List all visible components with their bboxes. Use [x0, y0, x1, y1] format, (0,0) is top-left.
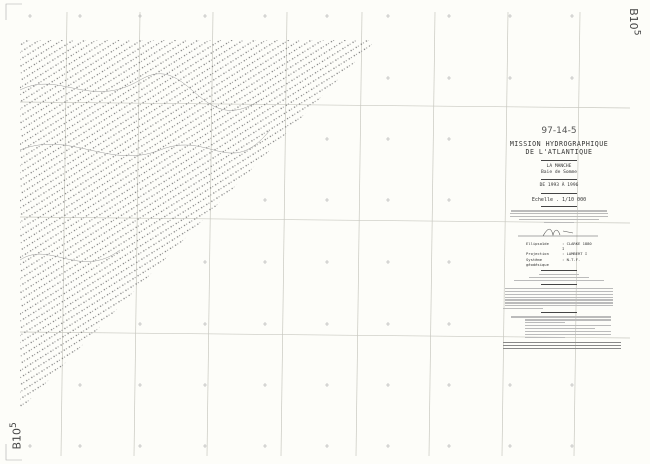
- meridian-line: [573, 11, 581, 457]
- grid-cross: [28, 14, 32, 18]
- grid-cross: [78, 14, 82, 18]
- grid-cross: [508, 383, 512, 387]
- grid-cross: [386, 383, 390, 387]
- divider: [541, 312, 577, 314]
- scale-label: Echelle . 1/10 000: [531, 196, 587, 203]
- grid-cross: [28, 444, 32, 448]
- divider: [541, 206, 577, 208]
- sheet-number: 97-14-5: [541, 126, 577, 136]
- grid-cross: [447, 76, 451, 80]
- grid-cross: [203, 383, 207, 387]
- grid-cross: [508, 444, 512, 448]
- grid-cross: [263, 260, 267, 264]
- grid-cross: [386, 322, 390, 326]
- corner-mark: [5, 444, 22, 461]
- title-block: 97-14-5 MISSION HYDROGRAPHIQUE DE L'ATLA…: [503, 125, 621, 351]
- grid-cross: [203, 260, 207, 264]
- divider: [541, 269, 577, 271]
- grid-cross: [203, 14, 207, 18]
- grid-cross: [570, 76, 574, 80]
- grid-cross: [263, 383, 267, 387]
- divider: [541, 192, 577, 194]
- grid-cross: [570, 383, 574, 387]
- divider: [541, 179, 577, 181]
- grid-cross: [78, 383, 82, 387]
- grid-cross: [447, 260, 451, 264]
- notes: [503, 316, 615, 338]
- grid-cross: [447, 444, 451, 448]
- illegible-paragraph: [503, 273, 615, 281]
- grid-cross: [386, 76, 390, 80]
- grid-cross: [263, 198, 267, 202]
- grid-cross: [263, 444, 267, 448]
- signature: [503, 225, 615, 239]
- grid-cross: [447, 14, 451, 18]
- grid-cross: [138, 14, 142, 18]
- sheet-code-bottom: B105: [7, 422, 24, 450]
- grid-cross: [325, 137, 329, 141]
- grid-cross: [447, 322, 451, 326]
- grid-cross: [386, 260, 390, 264]
- param-row: Projection: LAMBERT I: [526, 251, 588, 257]
- geodetic-parameters: Ellipsoïde: CLARKE 1880 I Projection: LA…: [503, 241, 615, 267]
- grid-cross: [138, 322, 142, 326]
- grid-cross: [325, 198, 329, 202]
- meridian-line: [355, 11, 363, 457]
- survey-dates: DE 1993 À 1996: [539, 183, 579, 189]
- area-label: Baie de Somme: [541, 170, 577, 176]
- grid-cross: [386, 14, 390, 18]
- grid-cross: [570, 444, 574, 448]
- warning-note: [503, 341, 628, 349]
- sheet-code-top: B105: [626, 8, 643, 36]
- meridian-line: [501, 11, 509, 457]
- grid-cross: [78, 444, 82, 448]
- grid-cross: [325, 322, 329, 326]
- grid-cross: [325, 14, 329, 18]
- grid-cross: [263, 14, 267, 18]
- grid-cross: [386, 444, 390, 448]
- grid-cross: [138, 383, 142, 387]
- meridian-line: [428, 11, 436, 457]
- divider: [541, 159, 577, 161]
- grid-cross: [447, 198, 451, 202]
- param-row: Ellipsoïde: CLARKE 1880 I: [526, 241, 592, 252]
- grid-cross: [386, 137, 390, 141]
- tick-crosses: [28, 14, 574, 448]
- grid-cross: [508, 76, 512, 80]
- grid-cross: [508, 14, 512, 18]
- param-row: Système géodésique: N.T.F.: [526, 256, 581, 267]
- grid-cross: [325, 383, 329, 387]
- corner-mark: [5, 3, 22, 20]
- grid-cross: [325, 260, 329, 264]
- grid-cross: [263, 322, 267, 326]
- divider: [541, 283, 577, 285]
- grid-cross: [447, 383, 451, 387]
- illegible-paragraph: [503, 210, 615, 224]
- grid-cross: [386, 198, 390, 202]
- grid-cross: [447, 137, 451, 141]
- grid-cross: [325, 444, 329, 448]
- illegible-paragraph: [503, 287, 615, 310]
- grid-cross: [570, 14, 574, 18]
- mission-title: MISSION HYDROGRAPHIQUE DE L'ATLANTIQUE: [509, 140, 609, 157]
- grid-cross: [138, 444, 142, 448]
- grid-cross: [203, 322, 207, 326]
- region-label: LA MANCHE: [546, 163, 572, 169]
- grid-cross: [203, 444, 207, 448]
